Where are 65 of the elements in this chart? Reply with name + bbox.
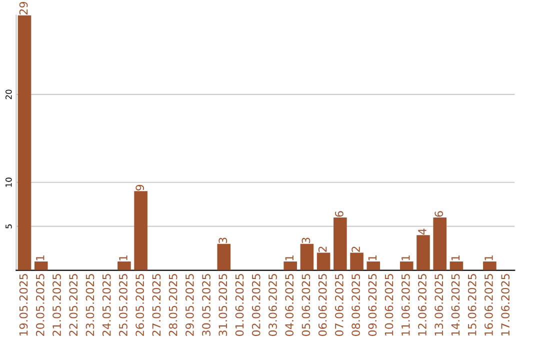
x-tick-label: 08.06.2025 [352, 274, 360, 336]
data-label: 1 [368, 255, 376, 260]
x-tick-label: 11.06.2025 [401, 274, 410, 336]
bar [483, 262, 496, 270]
x-tick-label: 10.06.2025 [384, 274, 394, 336]
data-label: 3 [218, 238, 228, 244]
x-tick-label: 23.05.2025 [86, 274, 94, 336]
data-label: 1 [402, 255, 410, 260]
bar [134, 191, 148, 270]
bar [118, 262, 131, 270]
y-tick-label: 20 [6, 90, 12, 100]
x-tick-label: 28.05.2025 [168, 274, 178, 336]
x-tick-label: 05.06.2025 [302, 274, 310, 336]
x-tick-label: 29.05.2025 [185, 274, 194, 336]
x-tick-label: 15.06.2025 [468, 274, 476, 336]
bar [217, 244, 231, 270]
data-label: 4 [418, 228, 426, 235]
bar [334, 218, 347, 270]
bar [416, 235, 430, 270]
bar [366, 262, 380, 270]
x-tick-label: 24.05.2025 [102, 274, 111, 336]
x-tick-label: 21.05.2025 [52, 274, 61, 336]
x-tick-label: 26.05.2025 [136, 274, 144, 336]
x-tick-label: 20.05.2025 [36, 274, 44, 336]
data-label: 1 [119, 255, 128, 260]
x-tick-label: 12.06.2025 [418, 274, 426, 336]
x-tick-label: 16.06.2025 [484, 274, 493, 336]
data-label: 1 [484, 255, 493, 260]
x-tick-label: 09.06.2025 [368, 274, 377, 336]
bar [284, 262, 297, 270]
data-label: 2 [318, 246, 327, 252]
data-label: 29 [19, 2, 28, 14]
bar [18, 15, 32, 270]
bar [433, 218, 447, 270]
data-label: 2 [352, 246, 360, 252]
bar [300, 244, 314, 270]
x-tick-label: 25.05.2025 [119, 274, 128, 336]
x-tick-label: 31.05.2025 [218, 274, 228, 336]
bar [400, 262, 414, 270]
x-tick-label: 17.06.2025 [501, 274, 510, 336]
x-tick-label: 06.06.2025 [318, 274, 327, 336]
x-tick-label: 22.05.2025 [69, 274, 78, 336]
y-tick-label: 5 [6, 224, 12, 228]
x-tick-label: 14.06.2025 [451, 274, 460, 336]
x-tick-label: 30.05.2025 [202, 274, 210, 336]
x-tick-label: 19.05.2025 [19, 274, 28, 336]
x-tick-label: 13.06.2025 [434, 274, 444, 336]
x-tick-label: 01.06.2025 [235, 274, 244, 336]
x-tick-label: 03.06.2025 [268, 274, 277, 336]
data-label: 6 [434, 211, 444, 217]
x-tick-label: 27.05.2025 [152, 274, 161, 336]
bar [350, 252, 364, 270]
data-label: 3 [302, 238, 310, 244]
data-label: 1 [285, 255, 294, 260]
y-tick-label: 10 [6, 178, 12, 187]
x-tick-label: 07.06.2025 [334, 274, 344, 336]
data-label: 1 [451, 255, 460, 260]
data-label: 9 [136, 184, 144, 190]
bar [34, 262, 48, 270]
x-tick-label: 02.06.2025 [252, 274, 260, 336]
bar [316, 252, 330, 270]
data-label: 6 [334, 211, 344, 217]
bar [450, 262, 464, 270]
data-label: 1 [36, 255, 44, 260]
x-tick-label: 04.06.2025 [285, 274, 294, 336]
